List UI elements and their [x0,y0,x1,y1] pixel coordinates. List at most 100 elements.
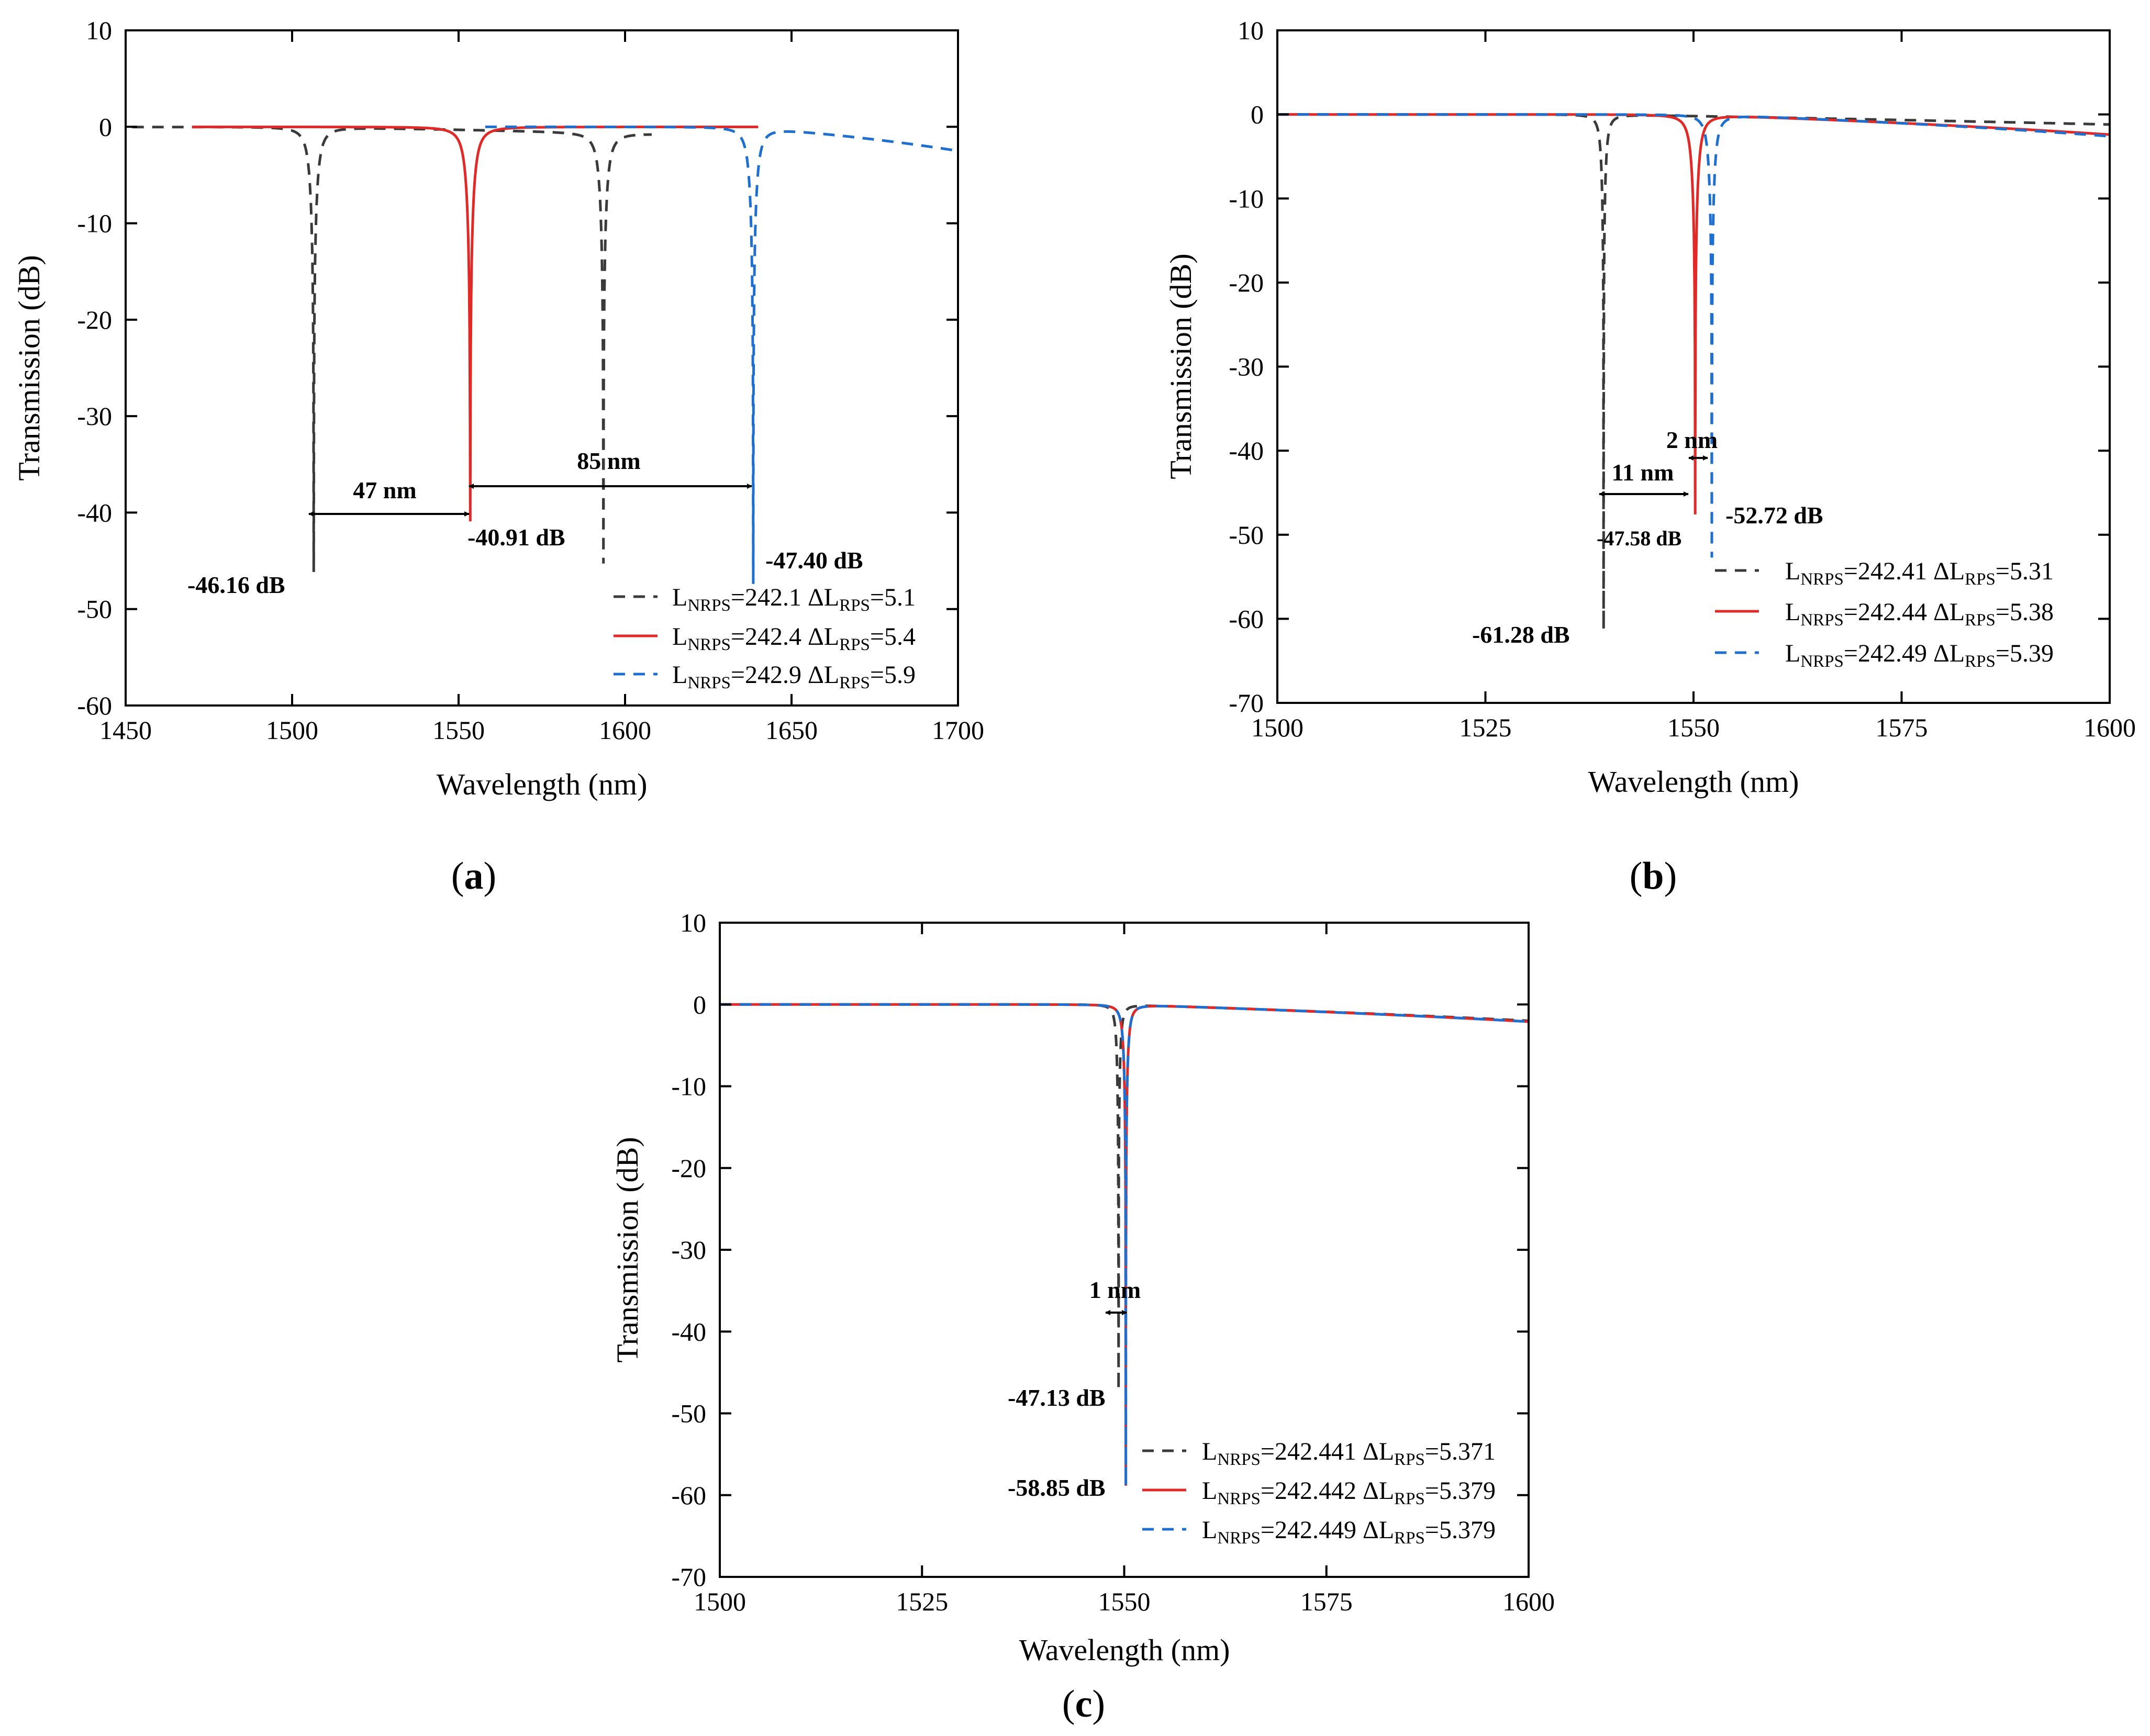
panel-b-ytick-label-3: -20 [1229,268,1264,297]
panel-c-xtick-label-0: 1500 [694,1587,746,1616]
panel-c-xtick-label-2: 1550 [1098,1587,1151,1616]
panel-a-legend: LNRPS=242.1 ΔLRPS=5.1 LNRPS=242.4 ΔLRPS=… [614,584,916,692]
panel-a-xaxis: 1450 1500 1550 1600 1650 1700 [99,30,984,745]
panel-b-yaxis: 10 0 -10 -20 -30 -40 -50 -60 -70 [1229,16,2110,718]
panel-a-legend-text-1: LNRPS=242.4 ΔLRPS=5.4 [672,623,916,654]
panel-c-caption: (c) [1062,1683,1105,1726]
panel-c-legend-text-1: LNRPS=242.442 ΔLRPS=5.379 [1202,1477,1496,1508]
panel-a-xtick-label-1: 1500 [266,715,318,745]
panel-b-xtick-label-4: 1600 [2084,713,2136,742]
panel-b: 1500 1525 1550 1575 1600 10 0 -10 -20 -30 -40 -50 -… [1164,16,2136,898]
panel-a-ytick-label-0: 10 [86,16,112,45]
panel-a-xtick-label-4: 1650 [765,715,818,745]
panel-c-legend-text-2: LNRPS=242.449 ΔLRPS=5.379 [1202,1516,1496,1548]
panel-c-ytick-label-6: -50 [671,1399,706,1428]
panel-a-xtick-label-0: 1450 [99,715,152,745]
panel-b-legend: LNRPS=242.41 ΔLRPS=5.31 LNRPS=242.44 ΔLR… [1715,557,2054,671]
panel-a-ytick-label-4: -30 [77,401,112,431]
panel-c-label-1nm: 1 nm [1089,1276,1141,1303]
panel-c-min-red: -58.85 dB [1008,1474,1106,1501]
panel-c-annotations: 1 nm -47.13 dB -58.85 dB [1008,1276,1141,1501]
panel-b-ytick-label-7: -60 [1229,604,1264,633]
panel-c-ytick-label-1: 0 [693,990,706,1019]
panel-b-series-1 [1277,113,2110,514]
panel-b-caption: (b) [1630,855,1677,898]
panel-b-xtick-label-1: 1525 [1460,713,1512,742]
panel-b-xtick-label-0: 1500 [1251,713,1304,742]
panel-a-ytick-label-1: 0 [99,112,112,141]
panel-c-curves [720,1003,1529,1486]
panel-a: 1450 1500 1550 1600 1650 1700 10 0 -10 -20 -30 -40… [12,16,984,898]
panel-a-series-1 [192,126,759,522]
panel-a-ytick-label-3: -20 [77,305,112,334]
panel-c-ytick-label-5: -40 [671,1317,706,1346]
panel-a-label-85nm: 85 nm [577,447,640,474]
panel-a-legend-text-2: LNRPS=242.9 ΔLRPS=5.9 [672,661,916,692]
panel-b-legend-text-1: LNRPS=242.44 ΔLRPS=5.38 [1785,598,2054,630]
panel-a-curves [132,125,958,584]
panel-a-ytick-label-5: -40 [77,498,112,527]
panel-a-legend-text-0: LNRPS=242.1 ΔLRPS=5.1 [672,584,916,615]
panel-c-xaxis: 1500 1525 1550 1575 1600 [694,923,1555,1616]
panel-c-yaxis: 10 0 -10 -20 -30 -40 -50 -60 -70 [671,908,1529,1592]
panel-c-xlabel: Wavelength (nm) [1019,1633,1230,1667]
panel-c-ytick-label-4: -30 [671,1235,706,1264]
panel-c-ytick-label-0: 10 [680,908,706,937]
panel-a-xlabel: Wavelength (nm) [437,767,648,801]
panel-a-xtick-label-2: 1550 [432,715,485,745]
panel-b-ytick-label-1: 0 [1251,100,1264,129]
panel-a-min-blue: -47.40 dB [765,547,863,574]
panel-b-ytick-label-8: -70 [1229,688,1264,718]
panel-a-label-47nm: 47 nm [353,477,416,503]
panel-c-xtick-label-4: 1600 [1502,1587,1555,1616]
panel-a-ytick-label-6: -50 [77,595,112,624]
panel-c-xtick-label-3: 1575 [1300,1587,1353,1616]
panel-a-min-red: -40.91 dB [467,524,565,551]
panel-b-frame [1276,29,2111,704]
panel-c-frame [719,922,1530,1578]
panel-a-xtick-label-3: 1600 [599,715,651,745]
panel-c-xtick-label-1: 1525 [896,1587,948,1616]
panel-a-min-black: -46.16 dB [187,572,285,598]
panel-b-label-11nm: 11 nm [1612,459,1674,486]
panel-b-legend-text-2: LNRPS=242.49 ΔLRPS=5.39 [1785,640,2054,671]
panel-c-series-1 [720,1003,1529,1486]
panel-b-xlabel: Wavelength (nm) [1588,765,1799,799]
panel-b-xaxis: 1500 1525 1550 1575 1600 [1251,30,2136,742]
panel-c-ylabel: Transmission (dB) [610,1137,644,1362]
panel-c-series-2 [720,1003,1529,1486]
panel-a-series-2 [485,125,958,584]
panel-c-ytick-label-2: -10 [671,1072,706,1101]
panel-a-frame [125,29,959,707]
panel-b-min-black: -61.28 dB [1472,621,1570,648]
panel-c-ytick-label-3: -20 [671,1153,706,1183]
panel-b-ytick-label-2: -10 [1229,184,1264,213]
panel-b-xtick-label-3: 1575 [1876,713,1928,742]
panel-a-xtick-label-5: 1700 [932,715,984,745]
panel-b-ytick-label-6: -50 [1229,520,1264,550]
panel-c-legend-text-0: LNRPS=242.441 ΔLRPS=5.371 [1202,1438,1496,1469]
panel-b-curves [1277,113,2110,630]
panel-b-ylabel: Transmission (dB) [1164,253,1198,479]
panel-a-yaxis: 10 0 -10 -20 -30 -40 -50 -60 [77,16,958,720]
panel-a-ytick-label-2: -10 [77,209,112,238]
panel-b-label-2nm: 2 nm [1666,427,1718,453]
panel-b-annotations: 11 nm 2 nm -61.28 dB -47.58 dB -52.72 dB [1472,427,1823,648]
panel-a-annotations: 47 nm 85 nm -46.16 dB -40.91 dB -47.40 d… [187,447,863,598]
panel-b-legend-text-0: LNRPS=242.41 ΔLRPS=5.31 [1785,557,2054,589]
panel-b-ytick-label-4: -30 [1229,352,1264,382]
panel-c: 1500 1525 1550 1575 1600 10 0 -10 -20 -30 -40 -50 -… [610,908,1555,1726]
panel-c-ytick-label-7: -60 [671,1481,706,1510]
panel-b-min-red: -47.58 dB [1597,527,1681,550]
panel-b-series-0 [1277,113,2110,630]
panel-a-caption: (a) [451,855,496,898]
panel-c-ytick-label-8: -70 [671,1562,706,1592]
panel-a-ytick-label-7: -60 [77,691,112,720]
panel-b-min-blue: -52.72 dB [1725,502,1823,529]
panel-a-ylabel: Transmission (dB) [12,255,46,480]
panel-c-legend: LNRPS=242.441 ΔLRPS=5.371 LNRPS=242.442 … [1142,1438,1496,1548]
panel-b-ytick-label-5: -40 [1229,436,1264,465]
panel-c-min-black: -47.13 dB [1008,1384,1106,1411]
panel-b-ytick-label-0: 10 [1238,16,1264,45]
